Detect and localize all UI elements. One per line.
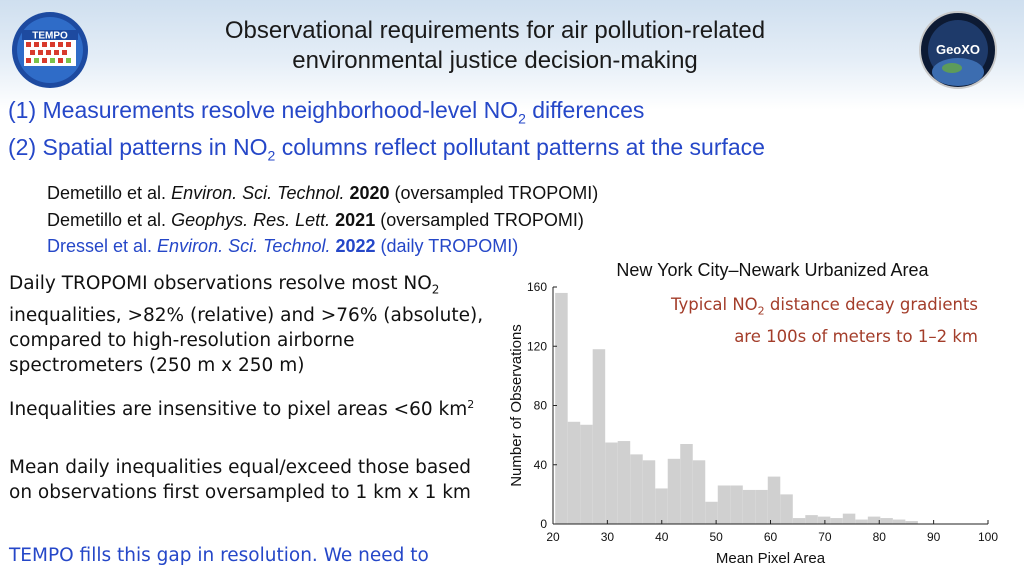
reference-3-authors: Dressel et al.	[47, 236, 158, 256]
bullet-oversampled: Mean daily inequalities equal/exceed tho…	[9, 457, 471, 503]
histogram-chart: 20 30 40 50 60 70 80 90 100 0 40 80 120 160 Mean Pixe…	[508, 280, 998, 567]
chart-title: New York City–Newark Urbanized Area	[616, 260, 929, 280]
requirement-2: (2) Spatial patterns in NO2 columns refl…	[8, 134, 765, 164]
header-background	[0, 0, 1024, 110]
y-tick-label: 40	[534, 458, 548, 472]
histogram-bar	[555, 292, 568, 524]
geoxo-logo: GeoXO	[919, 11, 997, 89]
annotation-line-1-prefix: Typical NO	[670, 295, 758, 314]
histogram-bar	[717, 485, 731, 524]
annotation-line-1: Typical NO2 distance decay gradients	[600, 292, 978, 324]
histogram-bar	[842, 513, 856, 524]
histogram-bar	[630, 454, 643, 524]
bullet-1-prefix: Daily TROPOMI observations resolve most …	[9, 273, 432, 294]
bullet-resolution: Daily TROPOMI observations resolve most …	[9, 271, 487, 378]
x-tick-label: 100	[978, 530, 998, 544]
requirement-2-prefix: (2) Spatial patterns in NO	[8, 134, 268, 160]
requirement-2-suffix: columns reflect pollutant patterns at th…	[275, 134, 765, 160]
y-tick-label: 120	[527, 339, 547, 353]
reference-1-year: 2020	[344, 183, 390, 203]
reference-1-authors: Demetillo et al.	[47, 183, 172, 203]
annotation-subscript: 2	[757, 304, 765, 318]
x-tick-label: 30	[601, 530, 615, 544]
requirement-1-suffix: differences	[525, 97, 645, 123]
histogram-bar	[680, 444, 693, 524]
histogram-bar	[592, 349, 606, 524]
histogram-bar	[905, 521, 918, 524]
reference-1-note: (oversampled TROPOMI)	[389, 183, 599, 203]
histogram-bar	[780, 494, 793, 524]
histogram-bar	[830, 518, 843, 524]
bullet-1-suffix: inequalities, >82% (relative) and >76% (…	[9, 304, 484, 376]
histogram-bar	[880, 518, 893, 524]
histogram-bar	[655, 488, 668, 524]
title-line-1: Observational requirements for air pollu…	[224, 17, 766, 44]
reference-3-journal: Environ. Sci. Technol.	[157, 236, 331, 256]
histogram-bar	[605, 442, 618, 524]
y-tick-label: 160	[527, 280, 547, 294]
axes-layer: 20 30 40 50 60 70 80 90 100 0 40 80 120 160	[527, 280, 998, 544]
x-tick-label: 20	[546, 530, 560, 544]
histogram-bar	[617, 441, 631, 524]
histogram-bar	[755, 489, 768, 524]
x-tick-label: 60	[764, 530, 778, 544]
annotation-line-2: are 100s of meters to 1–2 km	[734, 327, 978, 347]
requirement-1-subscript: 2	[518, 110, 526, 127]
tempo-logo: TEMPO	[12, 12, 88, 88]
y-axis-label: Number of Observations	[508, 324, 525, 487]
reference-2-journal: Geophys. Res. Lett.	[171, 210, 331, 230]
tempo-logo-text: TEMPO	[32, 31, 68, 42]
bullet-tempo: TEMPO fills this gap in resolution. We n…	[9, 545, 429, 566]
reference-3: Dressel et al. Environ. Sci. Technol. 20…	[47, 236, 518, 257]
x-axis-label: Mean Pixel Area	[716, 550, 826, 567]
reference-1-journal: Environ. Sci. Technol.	[171, 183, 345, 203]
histogram-bar	[667, 458, 681, 524]
histogram-bar	[867, 516, 881, 524]
y-tick-label: 0	[540, 517, 547, 531]
histogram-bar	[567, 421, 581, 524]
x-tick-label: 40	[655, 530, 669, 544]
bullet-1-subscript: 2	[431, 282, 440, 297]
histogram-bar	[855, 519, 868, 524]
title-line-2: environmental justice decision-making	[292, 47, 698, 74]
x-tick-label: 70	[818, 530, 832, 544]
histogram-bar	[742, 489, 756, 524]
reference-2-authors: Demetillo et al.	[47, 210, 172, 230]
y-tick-label: 80	[534, 399, 548, 413]
requirement-2-subscript: 2	[267, 147, 276, 164]
reference-3-note: (daily TROPOMI)	[375, 236, 519, 256]
bars-layer	[555, 292, 918, 524]
geoxo-logo-text: GeoXO	[936, 42, 980, 57]
histogram-bar	[817, 516, 831, 524]
requirement-1-prefix: (1) Measurements resolve neighborhood-le…	[8, 97, 519, 123]
histogram-bar	[692, 460, 706, 524]
slide-title: Observational requirements for air pollu…	[130, 16, 860, 76]
histogram-bar	[792, 518, 806, 524]
reference-3-year: 2022	[330, 236, 376, 256]
histogram-bar	[705, 501, 718, 524]
reference-2-note: (oversampled TROPOMI)	[375, 210, 584, 230]
x-tick-label: 90	[927, 530, 941, 544]
bullet-pixel-area: Inequalities are insensitive to pixel ar…	[9, 392, 487, 422]
histogram-bar	[805, 515, 818, 524]
histogram-bar	[767, 476, 781, 524]
annotation-line-1-suffix: distance decay gradients	[764, 295, 978, 314]
x-tick-label: 50	[709, 530, 723, 544]
reference-2-year: 2021	[330, 210, 376, 230]
histogram-bar	[730, 485, 743, 524]
histogram-bar	[580, 424, 593, 524]
histogram-bar	[892, 519, 906, 524]
reference-1: Demetillo et al. Environ. Sci. Technol. …	[47, 183, 598, 204]
requirement-1: (1) Measurements resolve neighborhood-le…	[8, 97, 644, 127]
x-tick-label: 80	[873, 530, 887, 544]
histogram-bar	[642, 460, 656, 524]
bullet-2-prefix: Inequalities are insensitive to pixel ar…	[9, 399, 468, 421]
reference-2: Demetillo et al. Geophys. Res. Lett. 202…	[47, 210, 584, 231]
chart-annotation: Typical NO2 distance decay gradients are…	[600, 292, 978, 350]
bullet-2-superscript: 2	[467, 398, 475, 411]
